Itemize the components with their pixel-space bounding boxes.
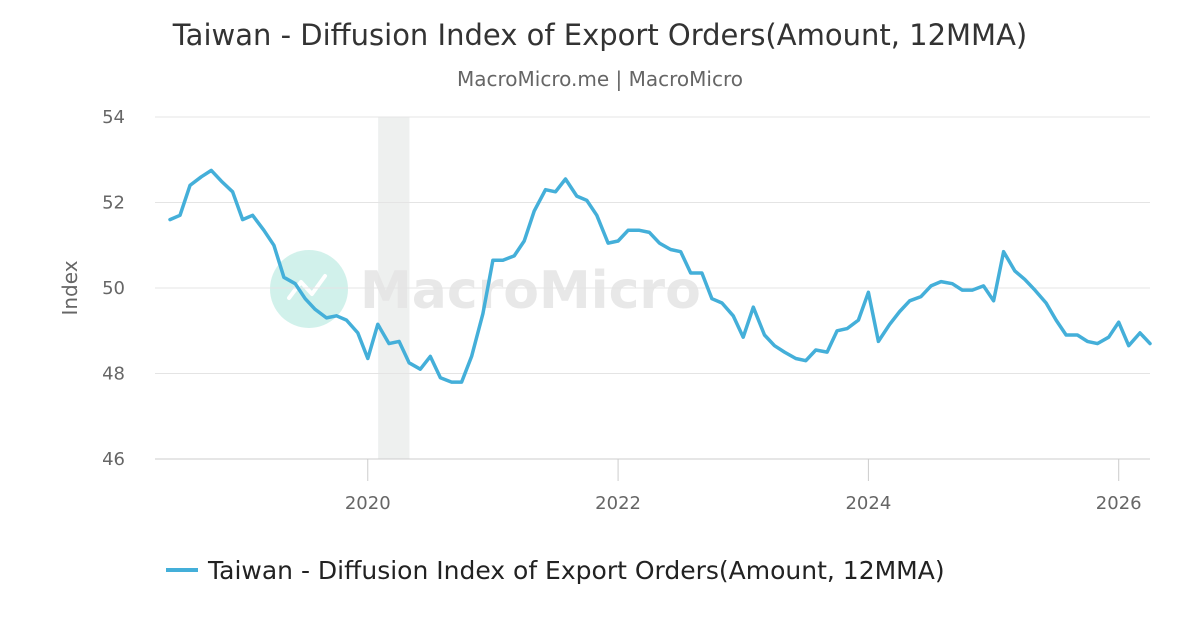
x-tick-label: 2022: [595, 493, 641, 514]
y-tick-label: 46: [102, 449, 125, 470]
y-tick-label: 50: [102, 278, 125, 299]
watermark-text: MacroMicro: [360, 261, 701, 321]
legend[interactable]: Taiwan - Diffusion Index of Export Order…: [166, 556, 945, 585]
x-tick-label: 2020: [345, 493, 391, 514]
series-line: [168, 168, 1152, 384]
y-tick-label: 54: [102, 107, 125, 128]
chart-title: Taiwan - Diffusion Index of Export Order…: [172, 18, 1027, 52]
x-axis: 2020 2022 2024 2026: [345, 459, 1142, 514]
y-tick-label: 48: [102, 364, 125, 385]
grid: [155, 116, 1150, 460]
y-axis-title: Index: [58, 260, 82, 315]
x-tick-label: 2024: [845, 493, 891, 514]
x-tick-label: 2026: [1096, 493, 1142, 514]
chart-subtitle: MacroMicro.me | MacroMicro: [457, 67, 743, 91]
y-axis: 46 48 50 52 54: [102, 107, 125, 470]
legend-item-label[interactable]: Taiwan - Diffusion Index of Export Order…: [207, 556, 945, 585]
y-tick-label: 52: [102, 193, 125, 214]
